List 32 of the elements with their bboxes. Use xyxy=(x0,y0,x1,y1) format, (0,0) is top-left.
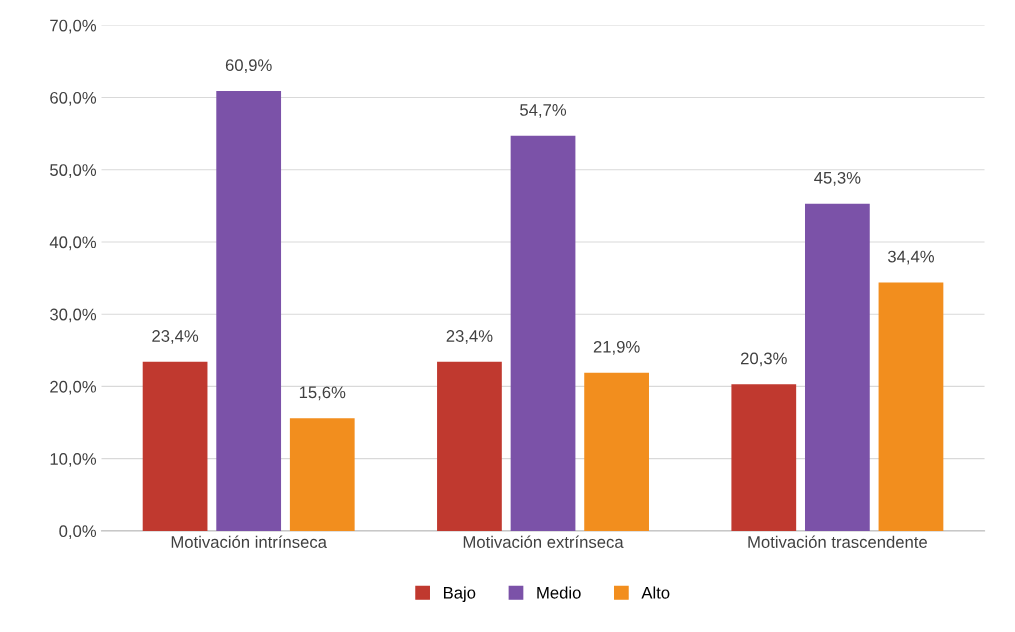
legend-label: Alto xyxy=(641,586,670,599)
data-label: 60,9% xyxy=(225,59,272,74)
x-tick-label: Motivación extrínseca xyxy=(463,535,624,548)
data-label: 23,4% xyxy=(446,330,493,344)
bar xyxy=(216,91,282,531)
x-tick-label: Motivación intrínseca xyxy=(171,535,327,548)
data-label: 34,4% xyxy=(887,250,934,265)
data-label: 45,3% xyxy=(814,171,861,186)
y-tick-label: 0,0% xyxy=(59,525,97,540)
bar xyxy=(142,361,208,531)
y-tick-label: 40,0% xyxy=(49,236,97,251)
legend-label: Bajo xyxy=(443,586,476,602)
data-label: 20,3% xyxy=(741,352,787,367)
x-tick-label: Motivación trascendente xyxy=(748,535,927,548)
data-label: 54,7% xyxy=(520,104,567,118)
legend-label: Medio xyxy=(537,586,581,599)
bar xyxy=(437,361,502,531)
bar xyxy=(731,384,797,531)
bar xyxy=(878,282,944,531)
data-label: 21,9% xyxy=(593,340,640,355)
data-label: 15,6% xyxy=(299,386,346,401)
y-tick-label: 70,0% xyxy=(50,19,97,34)
y-tick-label: 30,0% xyxy=(50,308,97,323)
bar xyxy=(510,135,576,531)
bar xyxy=(584,372,649,531)
y-tick-label: 50,0% xyxy=(50,164,97,178)
y-tick-label: 20,0% xyxy=(50,380,97,395)
data-label: 23,4% xyxy=(152,330,199,344)
y-tick-label: 60,0% xyxy=(50,91,97,106)
y-tick-label: 10,0% xyxy=(50,453,97,467)
bar xyxy=(289,418,355,531)
bar xyxy=(805,203,870,531)
